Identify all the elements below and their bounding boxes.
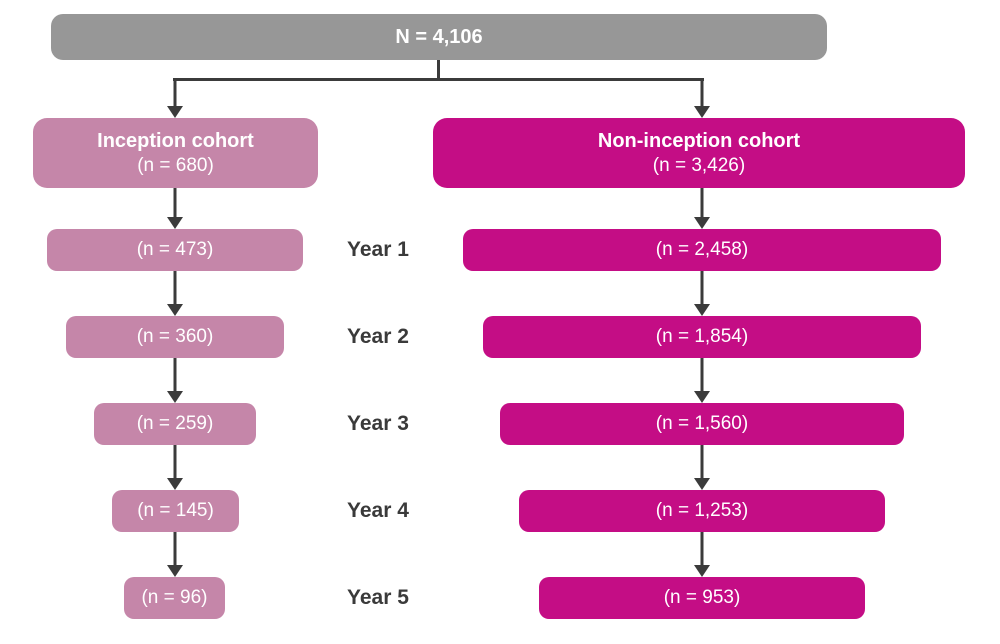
arrow-head-icon (694, 217, 710, 229)
arrow-shaft (173, 358, 177, 396)
arrow-shaft (173, 271, 177, 309)
arrow-shaft (173, 532, 177, 570)
non-inception-year5-box: (n = 953) (539, 577, 865, 619)
arrow-shaft (173, 188, 177, 222)
inception-cohort-title: Inception cohort (97, 129, 254, 152)
non-inception-year1-box: (n = 2,458) (463, 229, 941, 271)
non-inception-year3-n: (n = 1,560) (655, 413, 749, 435)
arrow-head-icon (167, 565, 183, 577)
arrow-non-inception-year2 (694, 271, 710, 316)
arrow-shaft (173, 78, 177, 111)
inception-year3-n: (n = 259) (136, 413, 214, 435)
non-inception-cohort-title: Non-inception cohort (597, 129, 801, 152)
root-total-box: N = 4,106 (51, 14, 827, 60)
inception-year4-n: (n = 145) (137, 500, 214, 522)
arrow-shaft (700, 188, 704, 222)
arrow-head-icon (694, 391, 710, 403)
arrow-head-icon (167, 391, 183, 403)
arrow-shaft (700, 78, 704, 111)
arrow-non-inception-year5 (694, 532, 710, 577)
arrow-inception-year4 (167, 445, 183, 490)
root-total-label: N = 4,106 (395, 25, 483, 48)
arrow-shaft (700, 271, 704, 309)
inception-year5-n: (n = 96) (141, 587, 208, 609)
non-inception-year1-n: (n = 2,458) (655, 239, 749, 261)
non-inception-cohort-box: Non-inception cohort (n = 3,426) (433, 118, 965, 188)
arrow-head-icon (694, 478, 710, 490)
arrow-inception-year5 (167, 532, 183, 577)
arrow-inception-year1 (167, 188, 183, 229)
year5-label: Year 5 (347, 586, 409, 609)
inception-year3-box: (n = 259) (94, 403, 256, 445)
inception-year2-box: (n = 360) (66, 316, 284, 358)
inception-year4-box: (n = 145) (112, 490, 239, 532)
arrow-non-inception-year1 (694, 188, 710, 229)
root-stem-line (437, 60, 440, 80)
arrow-head-icon (167, 304, 183, 316)
arrow-head-icon (694, 565, 710, 577)
arrow-shaft (700, 358, 704, 396)
arrow-head-icon (694, 304, 710, 316)
inception-cohort-box: Inception cohort (n = 680) (33, 118, 318, 188)
non-inception-year5-n: (n = 953) (663, 587, 741, 609)
non-inception-year4-n: (n = 1,253) (655, 500, 749, 522)
arrow-head-icon (167, 478, 183, 490)
split-horizontal-line (173, 78, 704, 81)
non-inception-year2-n: (n = 1,854) (655, 326, 749, 348)
arrow-shaft (700, 532, 704, 570)
inception-year5-box: (n = 96) (124, 577, 225, 619)
arrow-non-inception-year4 (694, 445, 710, 490)
non-inception-year3-box: (n = 1,560) (500, 403, 904, 445)
inception-year2-n: (n = 360) (136, 326, 214, 348)
arrow-head-icon (167, 217, 183, 229)
arrow-inception-year2 (167, 271, 183, 316)
arrow-to-inception (167, 78, 183, 118)
year2-label: Year 2 (347, 325, 409, 348)
non-inception-cohort-n: (n = 3,426) (652, 154, 746, 176)
year1-label: Year 1 (347, 238, 409, 261)
non-inception-year4-box: (n = 1,253) (519, 490, 885, 532)
inception-year1-n: (n = 473) (136, 239, 214, 261)
year4-label: Year 4 (347, 499, 409, 522)
non-inception-year2-box: (n = 1,854) (483, 316, 921, 358)
arrow-non-inception-year3 (694, 358, 710, 403)
year3-label: Year 3 (347, 412, 409, 435)
arrow-shaft (700, 445, 704, 483)
arrow-inception-year3 (167, 358, 183, 403)
arrow-shaft (173, 445, 177, 483)
arrow-head-icon (694, 106, 710, 118)
arrow-to-non-inception (694, 78, 710, 118)
inception-year1-box: (n = 473) (47, 229, 303, 271)
inception-cohort-n: (n = 680) (137, 154, 214, 176)
arrow-head-icon (167, 106, 183, 118)
